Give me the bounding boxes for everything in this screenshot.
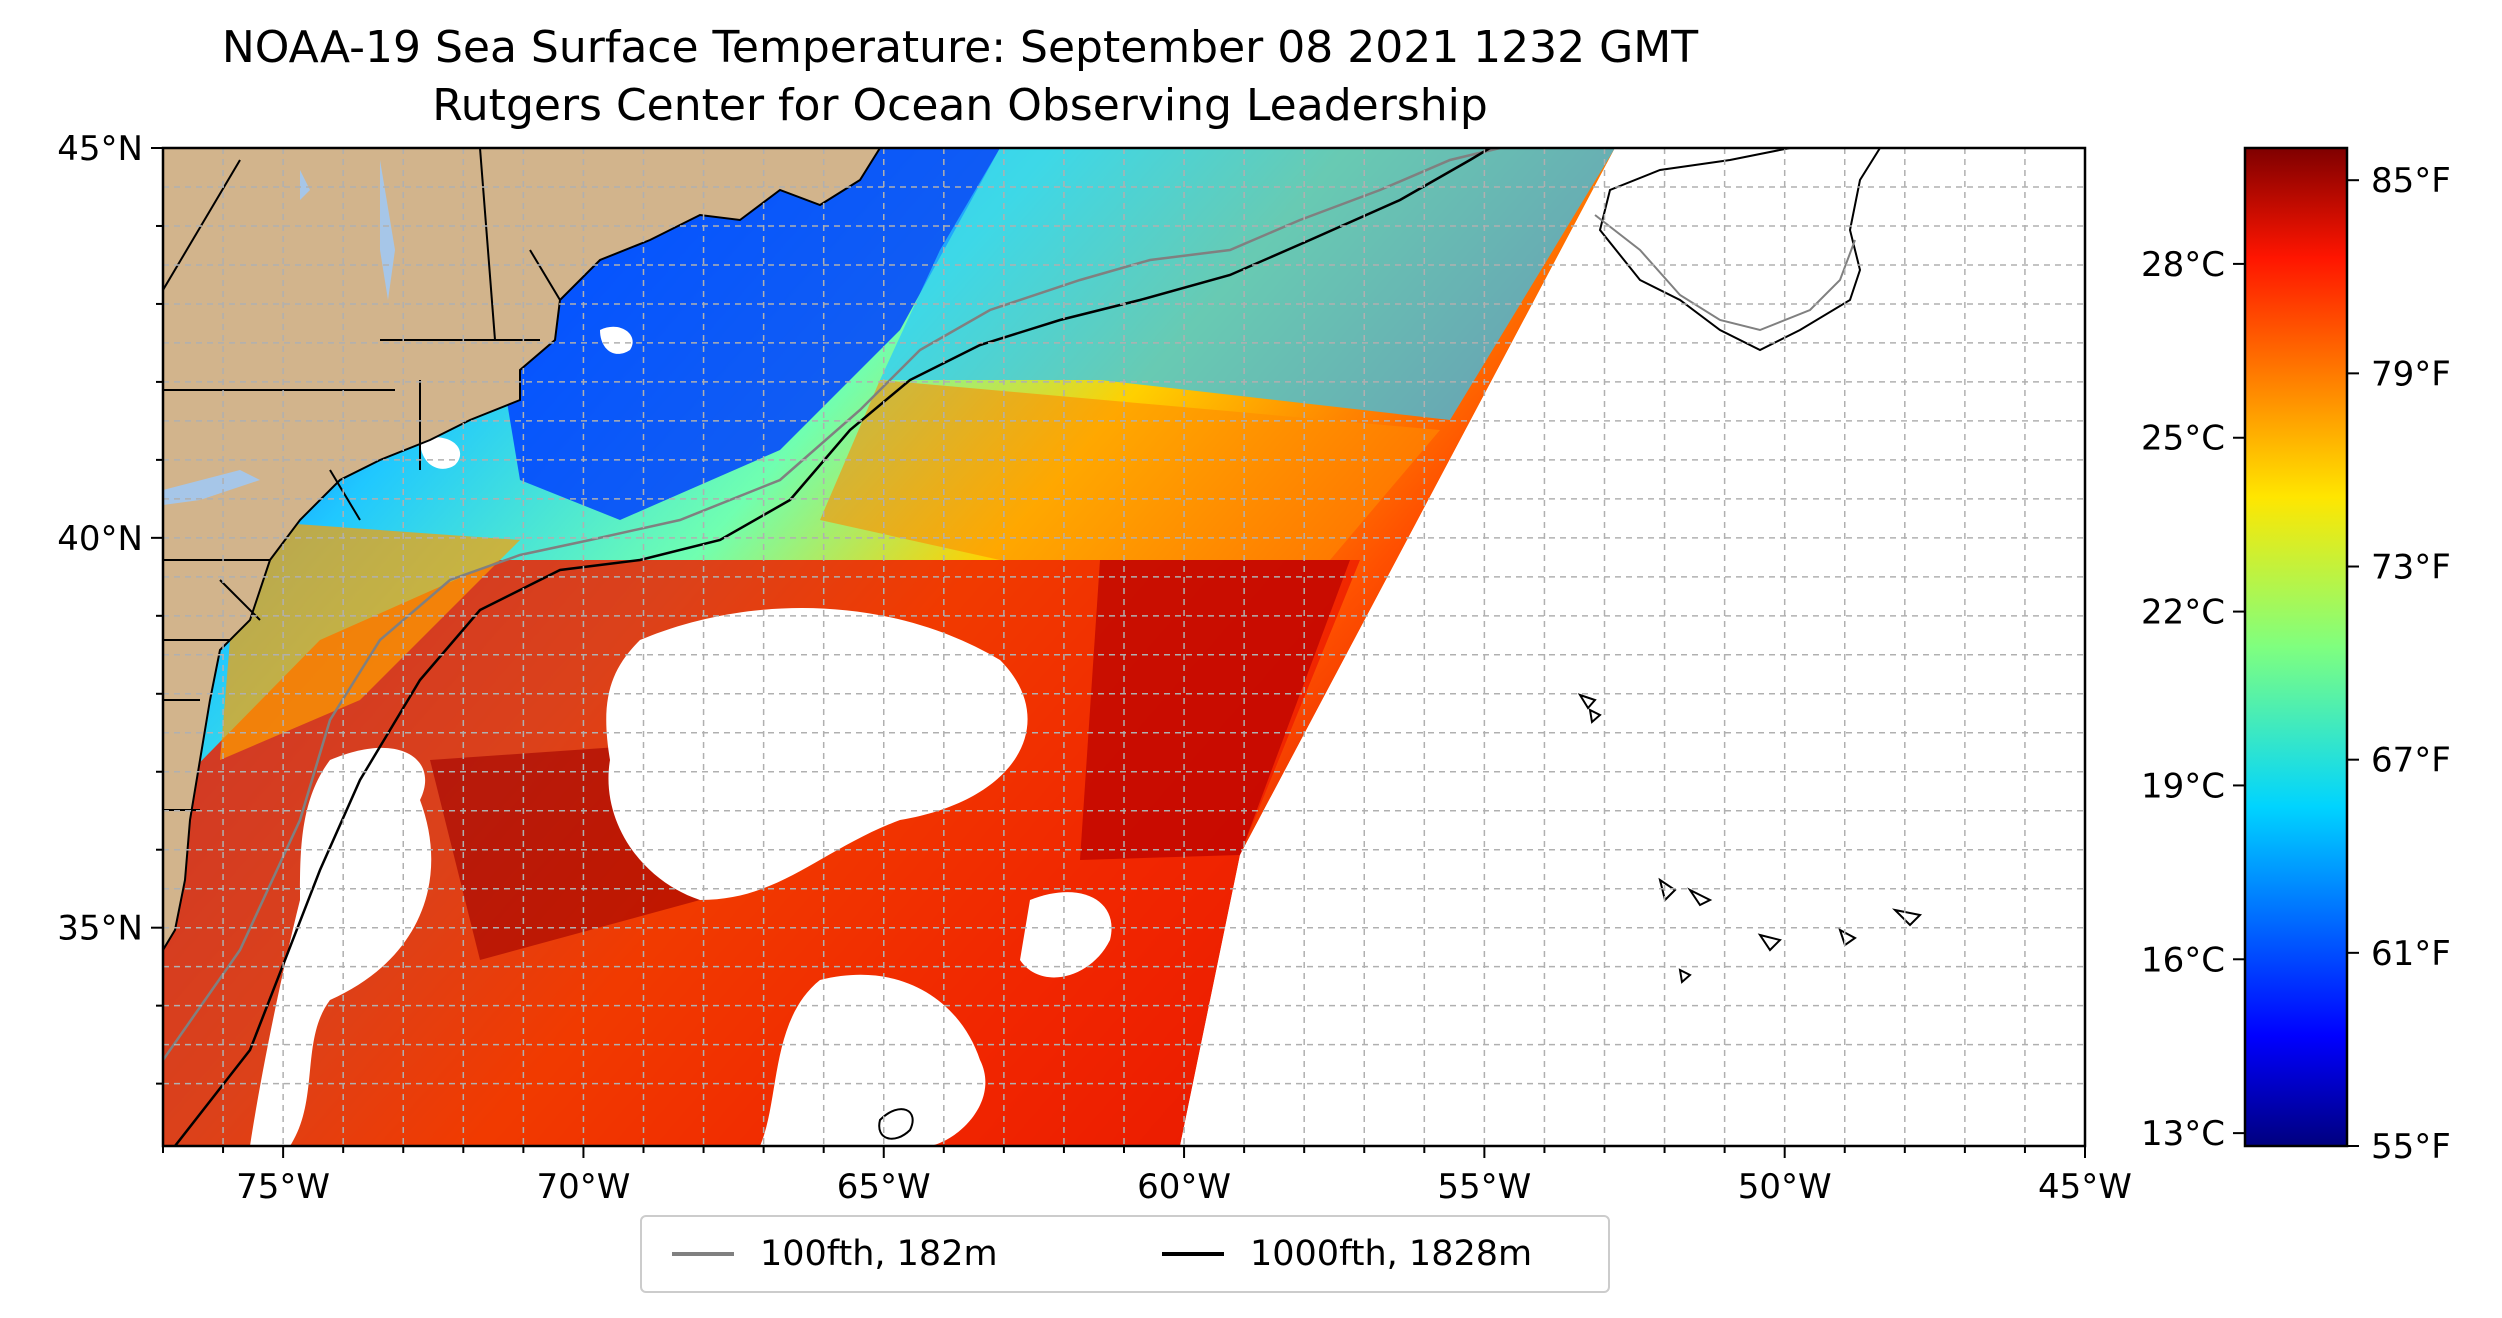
- celsius-tick-label: 19°C: [2141, 766, 2225, 806]
- celsius-tick-label: 25°C: [2141, 419, 2225, 459]
- gridlines: [162, 147, 2086, 1146]
- fahrenheit-tick-label: 67°F: [2371, 741, 2451, 781]
- lat-tick-label: 40°N: [57, 519, 143, 559]
- land: [163, 148, 1882, 952]
- legend-label-1000fth: 1000fth, 1828m: [1250, 1234, 1533, 1274]
- axis-ticks: 75°W 70°W 65°W 60°W 55°W 50°W 45°W 45°N 40°N 35°N: [57, 129, 2132, 1207]
- legend-label-100fth: 100fth, 182m: [760, 1234, 998, 1274]
- lon-tick-label: 60°W: [1137, 1167, 1231, 1207]
- lon-tick-label: 55°W: [1437, 1167, 1531, 1207]
- fahrenheit-tick-label: 55°F: [2371, 1127, 2451, 1167]
- legend-item-100fth: 100fth, 182m: [672, 1217, 998, 1291]
- fahrenheit-tick-label: 85°F: [2371, 161, 2451, 201]
- lon-tick-label: 45°W: [2038, 1167, 2132, 1207]
- chart-title: NOAA-19 Sea Surface Temperature: Septemb…: [221, 22, 1699, 73]
- chart-subtitle: Rutgers Center for Ocean Observing Leade…: [432, 80, 1488, 131]
- lon-tick-label: 75°W: [236, 1167, 330, 1207]
- lat-tick-label: 45°N: [57, 129, 143, 169]
- fahrenheit-tick-label: 61°F: [2371, 934, 2451, 974]
- lon-tick-label: 70°W: [536, 1167, 630, 1207]
- legend-swatch-100fth: [672, 1252, 734, 1256]
- legend-swatch-1000fth: [1162, 1252, 1224, 1256]
- lat-tick-label: 35°N: [57, 909, 143, 949]
- legend-item-1000fth: 1000fth, 1828m: [1162, 1217, 1532, 1291]
- colorbar-ticks: 85°F 79°F 73°F 67°F 61°F 55°F 28°C 25°C 22°C 19°C…: [2141, 161, 2451, 1167]
- lon-tick-label: 50°W: [1738, 1167, 1832, 1207]
- fahrenheit-tick-label: 79°F: [2371, 354, 2451, 394]
- colorbar: [2243, 146, 2349, 1148]
- lon-tick-label: 65°W: [837, 1167, 931, 1207]
- celsius-tick-label: 13°C: [2141, 1114, 2225, 1154]
- state-borders: [163, 148, 561, 811]
- islands: [878, 693, 1923, 1140]
- fahrenheit-tick-label: 73°F: [2371, 548, 2451, 588]
- celsius-tick-label: 16°C: [2141, 940, 2225, 980]
- legend: 100fth, 182m 1000fth, 1828m: [640, 1215, 1610, 1293]
- celsius-tick-label: 28°C: [2141, 245, 2225, 285]
- isobath-1000fth: [174, 148, 1491, 1146]
- isobath-100fth: [163, 148, 1501, 1061]
- celsius-tick-label: 22°C: [2141, 593, 2225, 633]
- sst-swath: [163, 148, 2085, 1146]
